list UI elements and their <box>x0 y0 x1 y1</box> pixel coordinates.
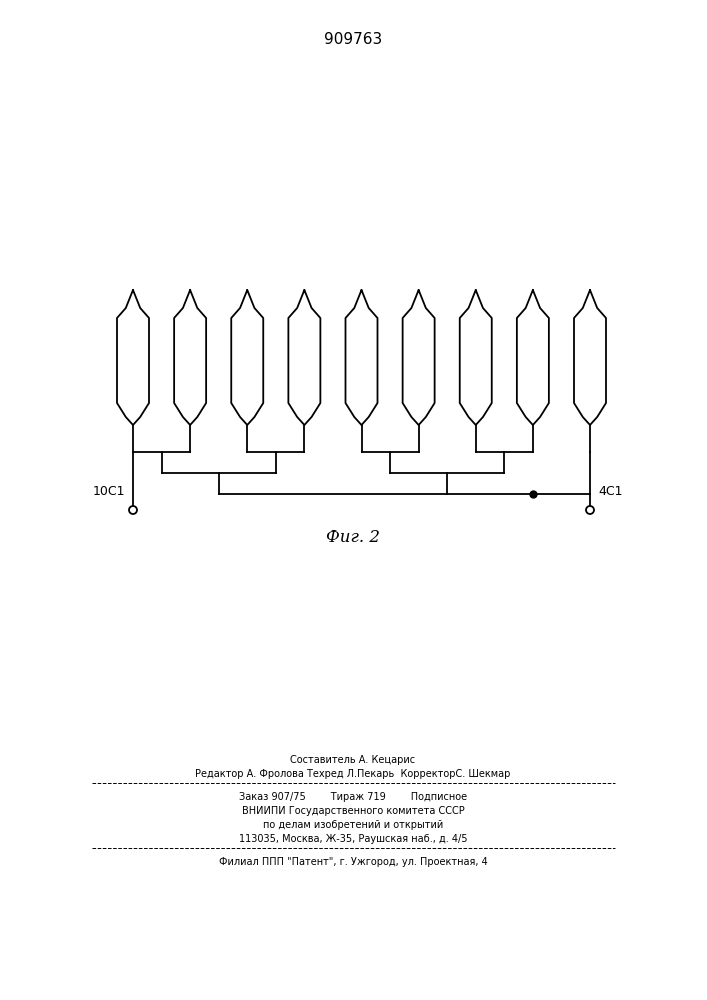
Text: ВНИИПИ Государственного комитета СССР: ВНИИПИ Государственного комитета СССР <box>242 806 464 816</box>
Text: 4С1: 4С1 <box>598 485 622 498</box>
Text: 113035, Москва, Ж-35, Раушская наб., д. 4/5: 113035, Москва, Ж-35, Раушская наб., д. … <box>239 834 467 844</box>
Text: Фиг. 2: Фиг. 2 <box>326 528 380 546</box>
Text: Филиал ППП "Патент", г. Ужгород, ул. Проектная, 4: Филиал ППП "Патент", г. Ужгород, ул. Про… <box>218 857 487 867</box>
Text: Составитель А. Кецарис: Составитель А. Кецарис <box>291 755 416 765</box>
Text: 10С1: 10С1 <box>93 485 125 498</box>
Text: Редактор А. Фролова Техред Л.Пекарь  КорректорС. Шекмар: Редактор А. Фролова Техред Л.Пекарь Корр… <box>195 769 510 779</box>
Text: по делам изобретений и открытий: по делам изобретений и открытий <box>263 820 443 830</box>
Text: Заказ 907/75        Тираж 719        Подписное: Заказ 907/75 Тираж 719 Подписное <box>239 792 467 802</box>
Text: 909763: 909763 <box>324 32 382 47</box>
